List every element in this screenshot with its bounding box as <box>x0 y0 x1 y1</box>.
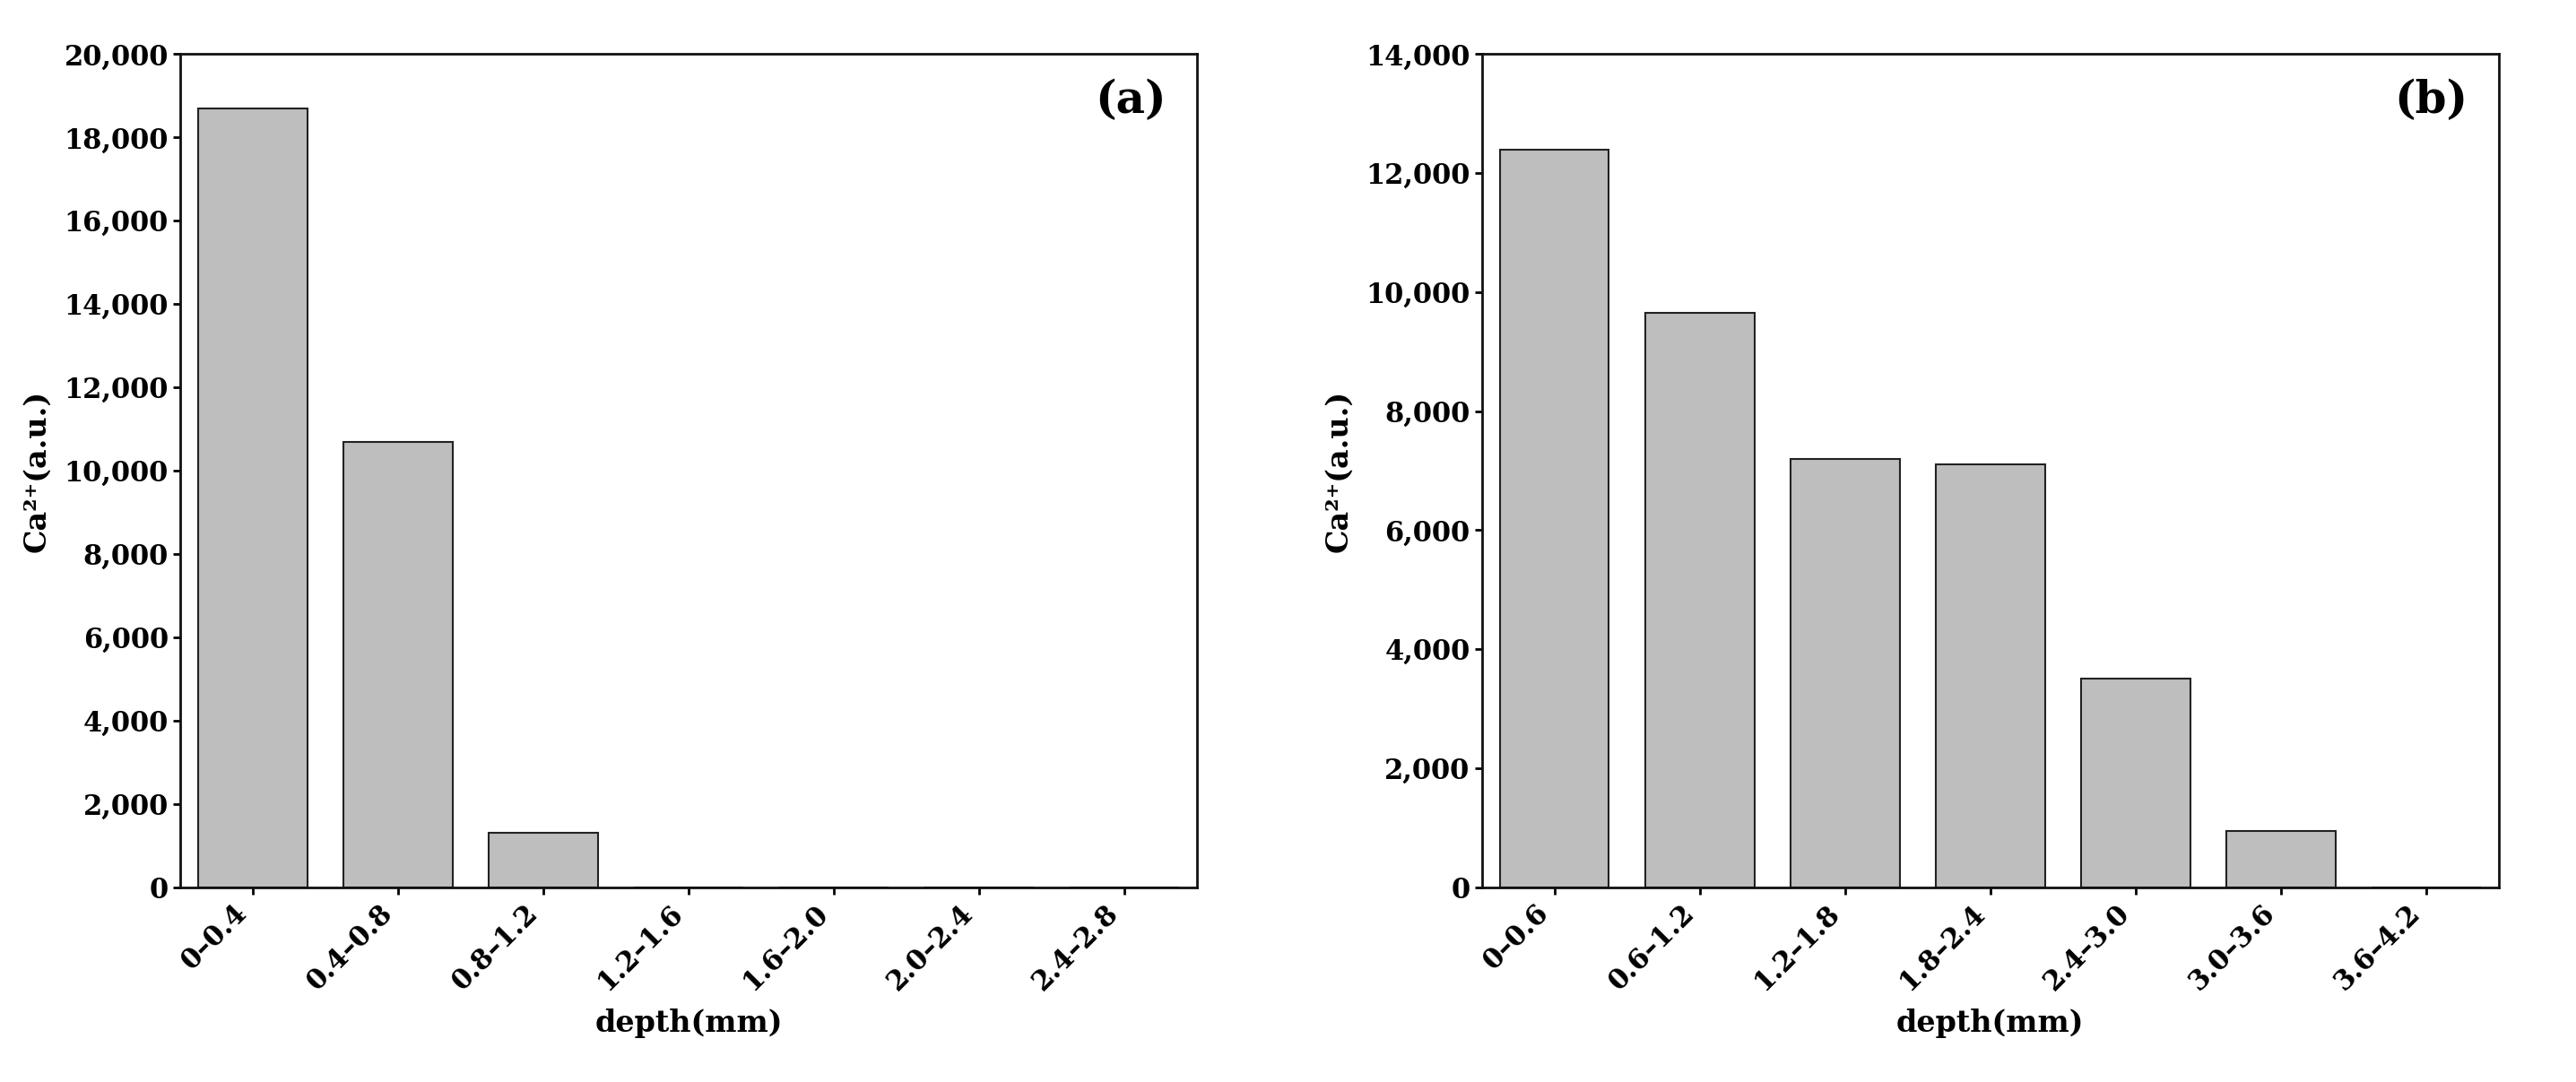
X-axis label: depth(mm): depth(mm) <box>595 1008 783 1038</box>
Bar <box>2081 679 2190 887</box>
Bar <box>1790 459 1899 887</box>
Bar <box>1646 313 1754 887</box>
Bar <box>343 441 453 887</box>
Y-axis label: Ca²⁺(a.u.): Ca²⁺(a.u.) <box>23 390 52 552</box>
Bar <box>198 108 307 887</box>
Y-axis label: Ca²⁺(a.u.): Ca²⁺(a.u.) <box>1324 390 1352 552</box>
Text: (a): (a) <box>1095 79 1167 123</box>
Bar <box>1499 149 1610 887</box>
Bar <box>1935 465 2045 887</box>
Bar <box>2226 831 2336 887</box>
Text: (b): (b) <box>2396 79 2468 123</box>
X-axis label: depth(mm): depth(mm) <box>1896 1008 2084 1038</box>
Bar <box>489 833 598 887</box>
